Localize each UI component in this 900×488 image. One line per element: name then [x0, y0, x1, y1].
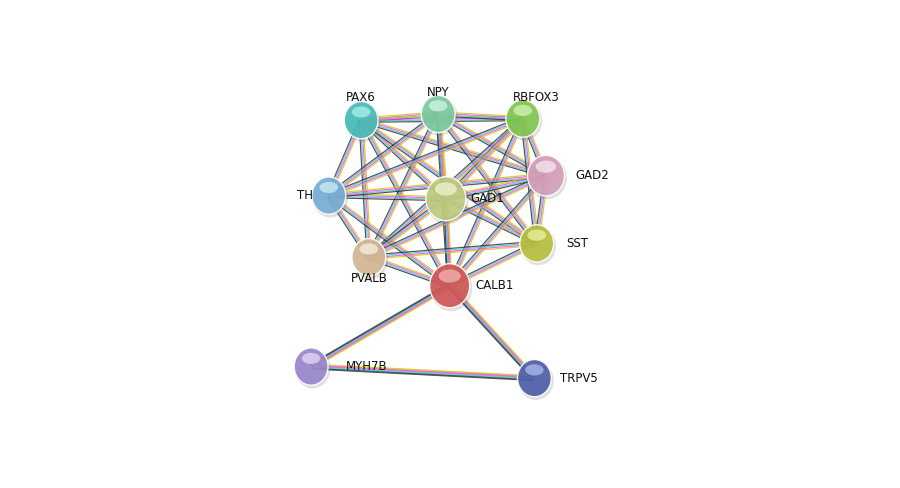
Ellipse shape [525, 365, 544, 375]
Ellipse shape [536, 161, 556, 173]
Text: RBFOX3: RBFOX3 [513, 91, 560, 103]
Ellipse shape [527, 155, 564, 196]
Ellipse shape [353, 240, 388, 279]
Ellipse shape [518, 360, 552, 397]
Text: SST: SST [566, 237, 588, 250]
Ellipse shape [507, 102, 542, 141]
Ellipse shape [344, 102, 378, 139]
Text: PVALB: PVALB [350, 272, 387, 285]
Ellipse shape [520, 226, 556, 265]
Ellipse shape [320, 182, 338, 193]
Ellipse shape [428, 100, 447, 111]
Ellipse shape [518, 361, 554, 400]
Ellipse shape [421, 95, 455, 133]
Text: GAD1: GAD1 [471, 192, 504, 205]
Ellipse shape [527, 229, 546, 241]
Ellipse shape [352, 106, 371, 118]
Ellipse shape [345, 103, 381, 142]
Ellipse shape [429, 264, 470, 308]
Text: NPY: NPY [427, 86, 449, 99]
Ellipse shape [302, 353, 320, 364]
Text: MYH7B: MYH7B [346, 360, 387, 373]
Text: PAX6: PAX6 [346, 91, 376, 103]
Ellipse shape [294, 348, 328, 385]
Ellipse shape [438, 269, 461, 283]
Ellipse shape [295, 349, 330, 388]
Ellipse shape [426, 177, 466, 221]
Ellipse shape [514, 105, 532, 116]
Ellipse shape [427, 178, 468, 224]
Text: CALB1: CALB1 [475, 279, 514, 292]
Ellipse shape [520, 225, 554, 262]
Text: GAD2: GAD2 [575, 169, 609, 182]
Ellipse shape [422, 97, 457, 136]
Ellipse shape [430, 265, 472, 311]
Ellipse shape [352, 239, 386, 276]
Text: TRPV5: TRPV5 [560, 371, 598, 385]
Ellipse shape [312, 179, 348, 218]
Text: TH: TH [297, 189, 313, 202]
Ellipse shape [435, 183, 457, 196]
Ellipse shape [312, 177, 346, 214]
Ellipse shape [506, 100, 540, 137]
Ellipse shape [359, 244, 378, 255]
Ellipse shape [528, 157, 567, 199]
